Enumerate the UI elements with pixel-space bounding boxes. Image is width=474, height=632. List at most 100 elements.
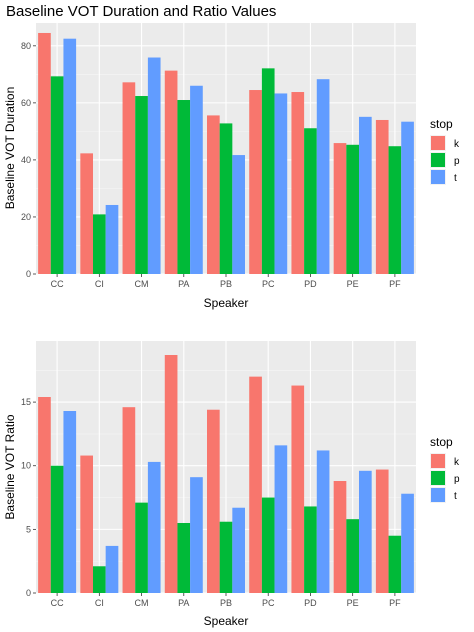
ratio-bar-PF-t bbox=[401, 493, 414, 593]
ratio-legend-swatch-k bbox=[431, 454, 445, 468]
ratio-bar-CI-k bbox=[80, 455, 93, 593]
duration-bar-PF-p bbox=[388, 146, 402, 274]
ratio-bar-PD-k bbox=[291, 385, 305, 593]
ratio-x-tick-label: CC bbox=[51, 598, 64, 608]
ratio-x-tick-label: PE bbox=[347, 598, 359, 608]
ratio-bar-CI-t bbox=[105, 545, 119, 593]
duration-bar-PE-k bbox=[333, 143, 347, 274]
ratio-bar-PF-p bbox=[388, 535, 402, 593]
ratio-x-tick-label: CI bbox=[95, 598, 104, 608]
ratio-x-tick-label: PD bbox=[304, 598, 317, 608]
duration-bar-PD-k bbox=[291, 92, 305, 275]
duration-bar-CM-k bbox=[122, 82, 136, 274]
duration-bar-PF-t bbox=[401, 121, 414, 275]
duration-x-tick-label: PA bbox=[178, 279, 189, 289]
duration-bar-PC-t bbox=[274, 93, 288, 274]
duration-y-tick-label: 20 bbox=[21, 212, 31, 222]
ratio-legend: stop k p t bbox=[430, 435, 460, 503]
duration-x-tick-label: CI bbox=[95, 279, 104, 289]
ratio-bar-PB-p bbox=[219, 521, 233, 593]
ratio-legend-title: stop bbox=[430, 435, 453, 449]
duration-y-tick-label: 0 bbox=[26, 269, 31, 279]
ratio-bar-CC-k bbox=[38, 397, 51, 593]
ratio-bar-PD-p bbox=[304, 506, 317, 593]
duration-legend-swatch-p bbox=[431, 153, 445, 167]
ratio-y-axis-title: Baseline VOT Ratio bbox=[3, 414, 17, 519]
ratio-bar-PE-k bbox=[333, 481, 347, 593]
ratio-bar-PC-k bbox=[249, 376, 262, 593]
duration-bar-CI-t bbox=[105, 204, 119, 274]
ratio-bar-CM-t bbox=[147, 461, 161, 593]
ratio-bar-PC-p bbox=[261, 497, 275, 593]
duration-legend-swatch-t bbox=[431, 170, 445, 184]
ratio-bar-PA-p bbox=[177, 523, 191, 593]
duration-legend-label-p: p bbox=[454, 156, 460, 167]
duration-legend-label-t: t bbox=[454, 173, 457, 184]
ratio-bars bbox=[38, 355, 414, 593]
ratio-y-tick-label: 5 bbox=[26, 524, 31, 534]
ratio-bar-CC-p bbox=[50, 465, 64, 593]
ratio-axis-ticks: 0 5 10 15 CC CI CM PA PB PC PD PE PF bbox=[21, 397, 401, 608]
ratio-x-axis-title: Speaker bbox=[204, 614, 249, 628]
ratio-y-tick-label: 10 bbox=[21, 461, 31, 471]
ratio-bar-PC-t bbox=[274, 445, 288, 593]
ratio-legend-swatch-p bbox=[431, 471, 445, 485]
ratio-x-tick-label: PB bbox=[220, 598, 232, 608]
ratio-x-tick-label: CM bbox=[135, 598, 149, 608]
duration-y-tick-label: 60 bbox=[21, 98, 31, 108]
ratio-bar-PE-t bbox=[359, 470, 372, 593]
ratio-x-tick-label: PF bbox=[389, 598, 401, 608]
duration-x-tick-label: PC bbox=[262, 279, 275, 289]
ratio-bar-PB-t bbox=[232, 507, 245, 593]
duration-legend-title: stop bbox=[430, 117, 453, 131]
duration-x-tick-label: CM bbox=[135, 279, 149, 289]
ratio-bar-PF-k bbox=[375, 469, 389, 593]
ratio-y-tick-label: 15 bbox=[21, 397, 31, 407]
duration-x-axis-title: Speaker bbox=[204, 296, 249, 310]
duration-bar-CC-k bbox=[38, 32, 51, 274]
ratio-legend-label-p: p bbox=[454, 474, 460, 485]
duration-bar-CI-k bbox=[80, 153, 93, 274]
ratio-legend-label-t: t bbox=[454, 491, 457, 502]
duration-bar-CM-t bbox=[147, 57, 161, 275]
ratio-legend-label-k: k bbox=[454, 457, 460, 468]
duration-bar-PB-t bbox=[232, 155, 245, 274]
duration-x-tick-label: CC bbox=[51, 279, 64, 289]
duration-bar-PB-p bbox=[219, 123, 233, 275]
duration-bars bbox=[38, 32, 414, 275]
duration-bar-PD-p bbox=[304, 128, 317, 274]
ratio-bar-CM-p bbox=[135, 502, 148, 593]
duration-y-axis-title: Baseline VOT Duration bbox=[3, 87, 17, 210]
ratio-chart: 0 5 10 15 CC CI CM PA PB PC PD PE PF Speaker Baselin… bbox=[3, 341, 460, 628]
duration-chart: 0 20 40 60 80 CC CI CM PA PB PC PD PE PF Speaker Base… bbox=[3, 23, 460, 310]
duration-bar-CM-p bbox=[135, 96, 148, 274]
duration-bar-PC-k bbox=[249, 90, 262, 274]
ratio-bar-PD-t bbox=[316, 450, 330, 593]
duration-legend-swatch-k bbox=[431, 136, 445, 150]
duration-bar-PA-k bbox=[164, 70, 178, 274]
duration-legend-label-k: k bbox=[454, 139, 460, 150]
ratio-bar-CM-k bbox=[122, 407, 136, 593]
duration-x-tick-label: PE bbox=[347, 279, 359, 289]
duration-bar-PF-k bbox=[375, 119, 389, 275]
duration-bar-CC-t bbox=[63, 38, 77, 274]
ratio-bar-CI-p bbox=[93, 566, 106, 593]
ratio-bar-PE-p bbox=[346, 519, 359, 593]
ratio-bar-PA-k bbox=[164, 355, 178, 593]
duration-legend: stop k p t bbox=[430, 117, 460, 185]
duration-bar-PE-p bbox=[346, 144, 359, 274]
duration-bar-CI-p bbox=[93, 214, 106, 274]
duration-bar-PE-t bbox=[359, 116, 372, 274]
ratio-legend-swatch-t bbox=[431, 488, 445, 502]
duration-axis-ticks: 0 20 40 60 80 CC CI CM PA PB PC PD PE PF bbox=[21, 41, 401, 289]
ratio-x-tick-label: PA bbox=[178, 598, 189, 608]
duration-bar-PD-t bbox=[316, 79, 330, 274]
ratio-bar-PA-t bbox=[190, 477, 203, 593]
ratio-x-tick-label: PC bbox=[262, 598, 275, 608]
duration-x-tick-label: PF bbox=[389, 279, 401, 289]
duration-x-tick-label: PB bbox=[220, 279, 232, 289]
figure-title: Baseline VOT Duration and Ratio Values bbox=[6, 3, 276, 20]
ratio-bar-PB-k bbox=[207, 409, 220, 593]
duration-x-tick-label: PD bbox=[304, 279, 317, 289]
